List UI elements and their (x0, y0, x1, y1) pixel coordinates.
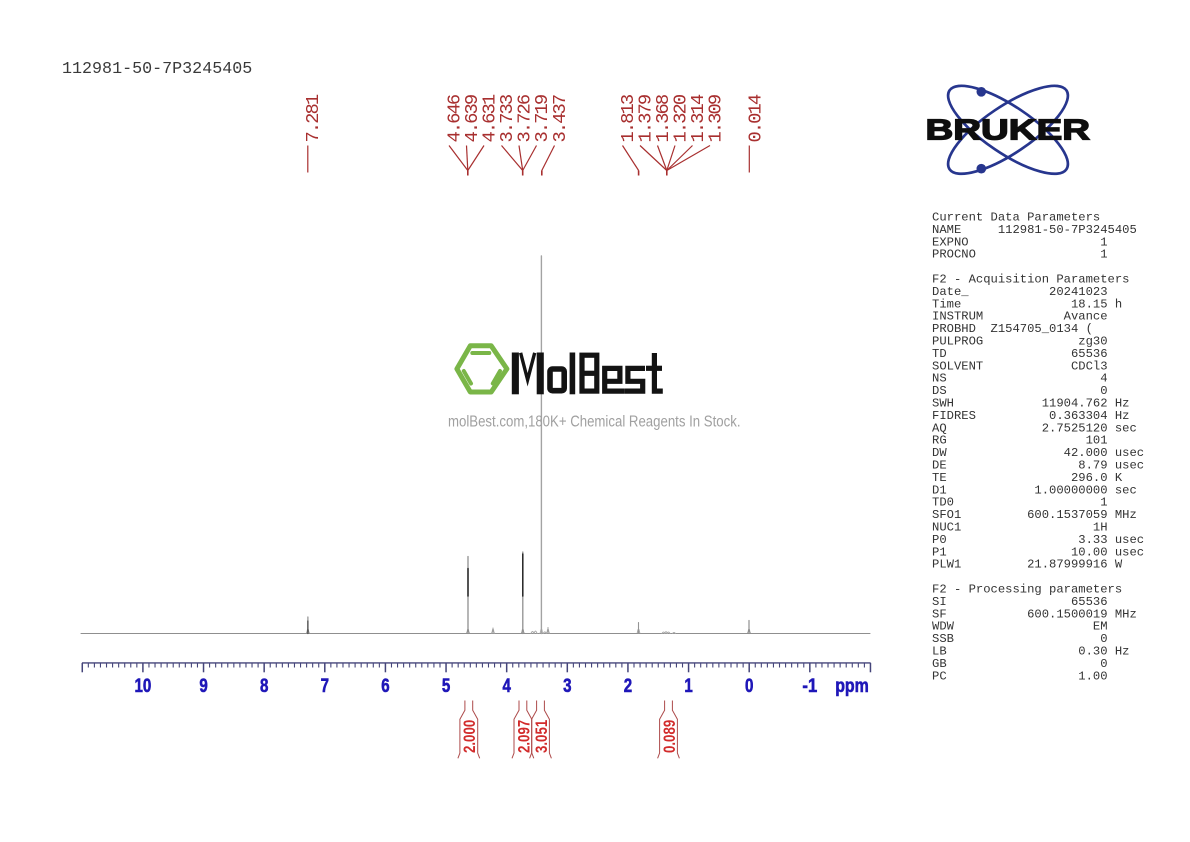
svg-text:3: 3 (563, 676, 571, 697)
svg-text:PC 1.00: PC 1.00 (932, 669, 1108, 683)
svg-text:ppm: ppm (835, 676, 869, 697)
svg-text:AQ 2.7525120 sec: AQ 2.7525120 sec (932, 421, 1137, 435)
svg-text:NUC1 1H: NUC1 1H (932, 521, 1108, 535)
svg-text:4.639: 4.639 (461, 95, 483, 142)
svg-text:1: 1 (684, 676, 693, 697)
svg-text:3.051: 3.051 (533, 720, 551, 753)
svg-text:1.368: 1.368 (652, 94, 674, 142)
svg-text:2.097: 2.097 (515, 720, 533, 753)
svg-text:SOLVENT CDCl3: SOLVENT CDCl3 (932, 359, 1108, 373)
svg-text:EXPNO 1: EXPNO 1 (932, 235, 1108, 249)
svg-text:PLW1 21.87999916 W: PLW1 21.87999916 W (932, 558, 1123, 572)
svg-text:SI 65536: SI 65536 (932, 595, 1108, 609)
svg-text:7.281: 7.281 (302, 94, 324, 142)
svg-text:1.379: 1.379 (635, 95, 657, 142)
svg-text:SF 600.1500019 MHz: SF 600.1500019 MHz (932, 607, 1137, 621)
svg-text:8: 8 (260, 676, 268, 697)
svg-text:F2 - Acquisition Parameters: F2 - Acquisition Parameters (932, 273, 1129, 287)
svg-text:TD 65536: TD 65536 (932, 347, 1108, 361)
svg-text:PROBHD Z154705_0134 (: PROBHD Z154705_0134 ( (932, 322, 1093, 336)
svg-text:LB 0.30 Hz: LB 0.30 Hz (932, 645, 1129, 659)
svg-text:2: 2 (624, 676, 632, 697)
svg-text:molBest.com,180K+ Chemical Rea: molBest.com,180K+ Chemical Reagents In S… (448, 414, 741, 431)
svg-text:NS 4: NS 4 (932, 372, 1108, 386)
svg-text:WDW EM: WDW EM (932, 620, 1108, 634)
svg-text:Time 18.15 h: Time 18.15 h (932, 297, 1122, 311)
svg-text:P0 3.33 usec: P0 3.33 usec (932, 533, 1144, 547)
svg-text:PROCNO 1: PROCNO 1 (932, 248, 1108, 262)
svg-text:9: 9 (199, 676, 207, 697)
svg-text:INSTRUM Avance: INSTRUM Avance (932, 310, 1108, 324)
svg-text:GB 0: GB 0 (932, 657, 1108, 671)
svg-text:0.014: 0.014 (745, 94, 767, 142)
svg-text:Date_ 20241023: Date_ 20241023 (932, 285, 1108, 299)
svg-text:3.437: 3.437 (549, 95, 571, 142)
svg-text:DW 42.000 usec: DW 42.000 usec (932, 446, 1144, 460)
svg-text:PULPROG zg30: PULPROG zg30 (932, 335, 1108, 349)
svg-text:Current Data Parameters: Current Data Parameters (932, 211, 1100, 225)
svg-text:SSB 0: SSB 0 (932, 632, 1108, 646)
svg-text:4.631: 4.631 (479, 94, 501, 142)
svg-text:P1 10.00 usec: P1 10.00 usec (932, 545, 1144, 559)
svg-text:4.646: 4.646 (444, 94, 466, 142)
svg-text:4: 4 (502, 676, 511, 697)
svg-text:BRUKER: BRUKER (926, 115, 1091, 147)
svg-text:5: 5 (442, 676, 451, 697)
svg-text:1.314: 1.314 (687, 94, 709, 142)
svg-text:DE 8.79 usec: DE 8.79 usec (932, 459, 1144, 473)
svg-text:FIDRES 0.363304 Hz: FIDRES 0.363304 Hz (932, 409, 1129, 423)
svg-text:3.719: 3.719 (531, 95, 553, 142)
svg-text:SWH 11904.762 Hz: SWH 11904.762 Hz (932, 397, 1129, 411)
svg-text:DS 0: DS 0 (932, 384, 1108, 398)
svg-text:D1 1.00000000 sec: D1 1.00000000 sec (932, 483, 1137, 497)
svg-text:3.733: 3.733 (496, 94, 518, 142)
svg-text:NAME 112981-50-7P3245405: NAME 112981-50-7P3245405 (932, 223, 1137, 237)
svg-text:1.320: 1.320 (670, 94, 692, 142)
svg-text:TD0 1: TD0 1 (932, 496, 1108, 510)
svg-text:1.309: 1.309 (705, 95, 727, 142)
svg-text:RG 101: RG 101 (932, 434, 1108, 448)
svg-text:6: 6 (381, 676, 389, 697)
svg-text:-1: -1 (802, 676, 817, 697)
svg-text:7: 7 (321, 676, 329, 697)
svg-text:0.089: 0.089 (661, 720, 679, 753)
svg-text:1.813: 1.813 (617, 94, 639, 142)
svg-text:112981-50-7P3245405: 112981-50-7P3245405 (62, 60, 252, 79)
svg-text:SFO1 600.1537059 MHz: SFO1 600.1537059 MHz (932, 508, 1137, 522)
svg-text:2.000: 2.000 (461, 720, 479, 753)
svg-text:10: 10 (135, 676, 152, 697)
svg-text:0: 0 (745, 676, 753, 697)
svg-text:F2 - Processing parameters: F2 - Processing parameters (932, 583, 1122, 597)
svg-text:3.726: 3.726 (514, 94, 536, 142)
svg-text:TE 296.0 K: TE 296.0 K (932, 471, 1123, 485)
